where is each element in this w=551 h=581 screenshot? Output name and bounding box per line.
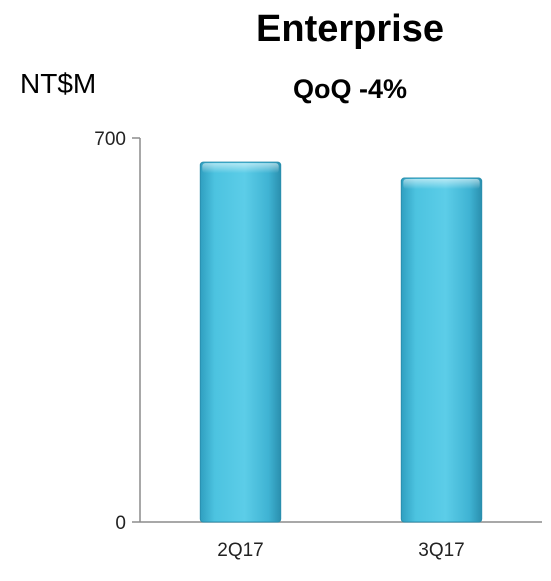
bar-highlight-2Q17 xyxy=(202,163,279,174)
y-tick-label-0: 0 xyxy=(115,513,126,534)
bar-rect-2Q17 xyxy=(199,161,282,523)
y-tick-label-1: 700 xyxy=(94,129,126,150)
bar-rect-3Q17 xyxy=(400,177,483,523)
labels-group: 0 700 2Q17 3Q17 xyxy=(94,129,464,561)
bar-3Q17 xyxy=(400,177,483,523)
bar-2Q17 xyxy=(199,161,282,523)
chart-subtitle: QoQ -4% xyxy=(292,74,407,104)
y-axis-unit-label: NT$M xyxy=(20,68,97,99)
bar-highlight-3Q17 xyxy=(403,179,480,190)
x-tick-label-3Q17: 3Q17 xyxy=(418,540,464,561)
x-tick-label-2Q17: 2Q17 xyxy=(217,540,263,561)
chart-title: Enterprise xyxy=(256,8,444,50)
bars-group xyxy=(199,161,483,523)
